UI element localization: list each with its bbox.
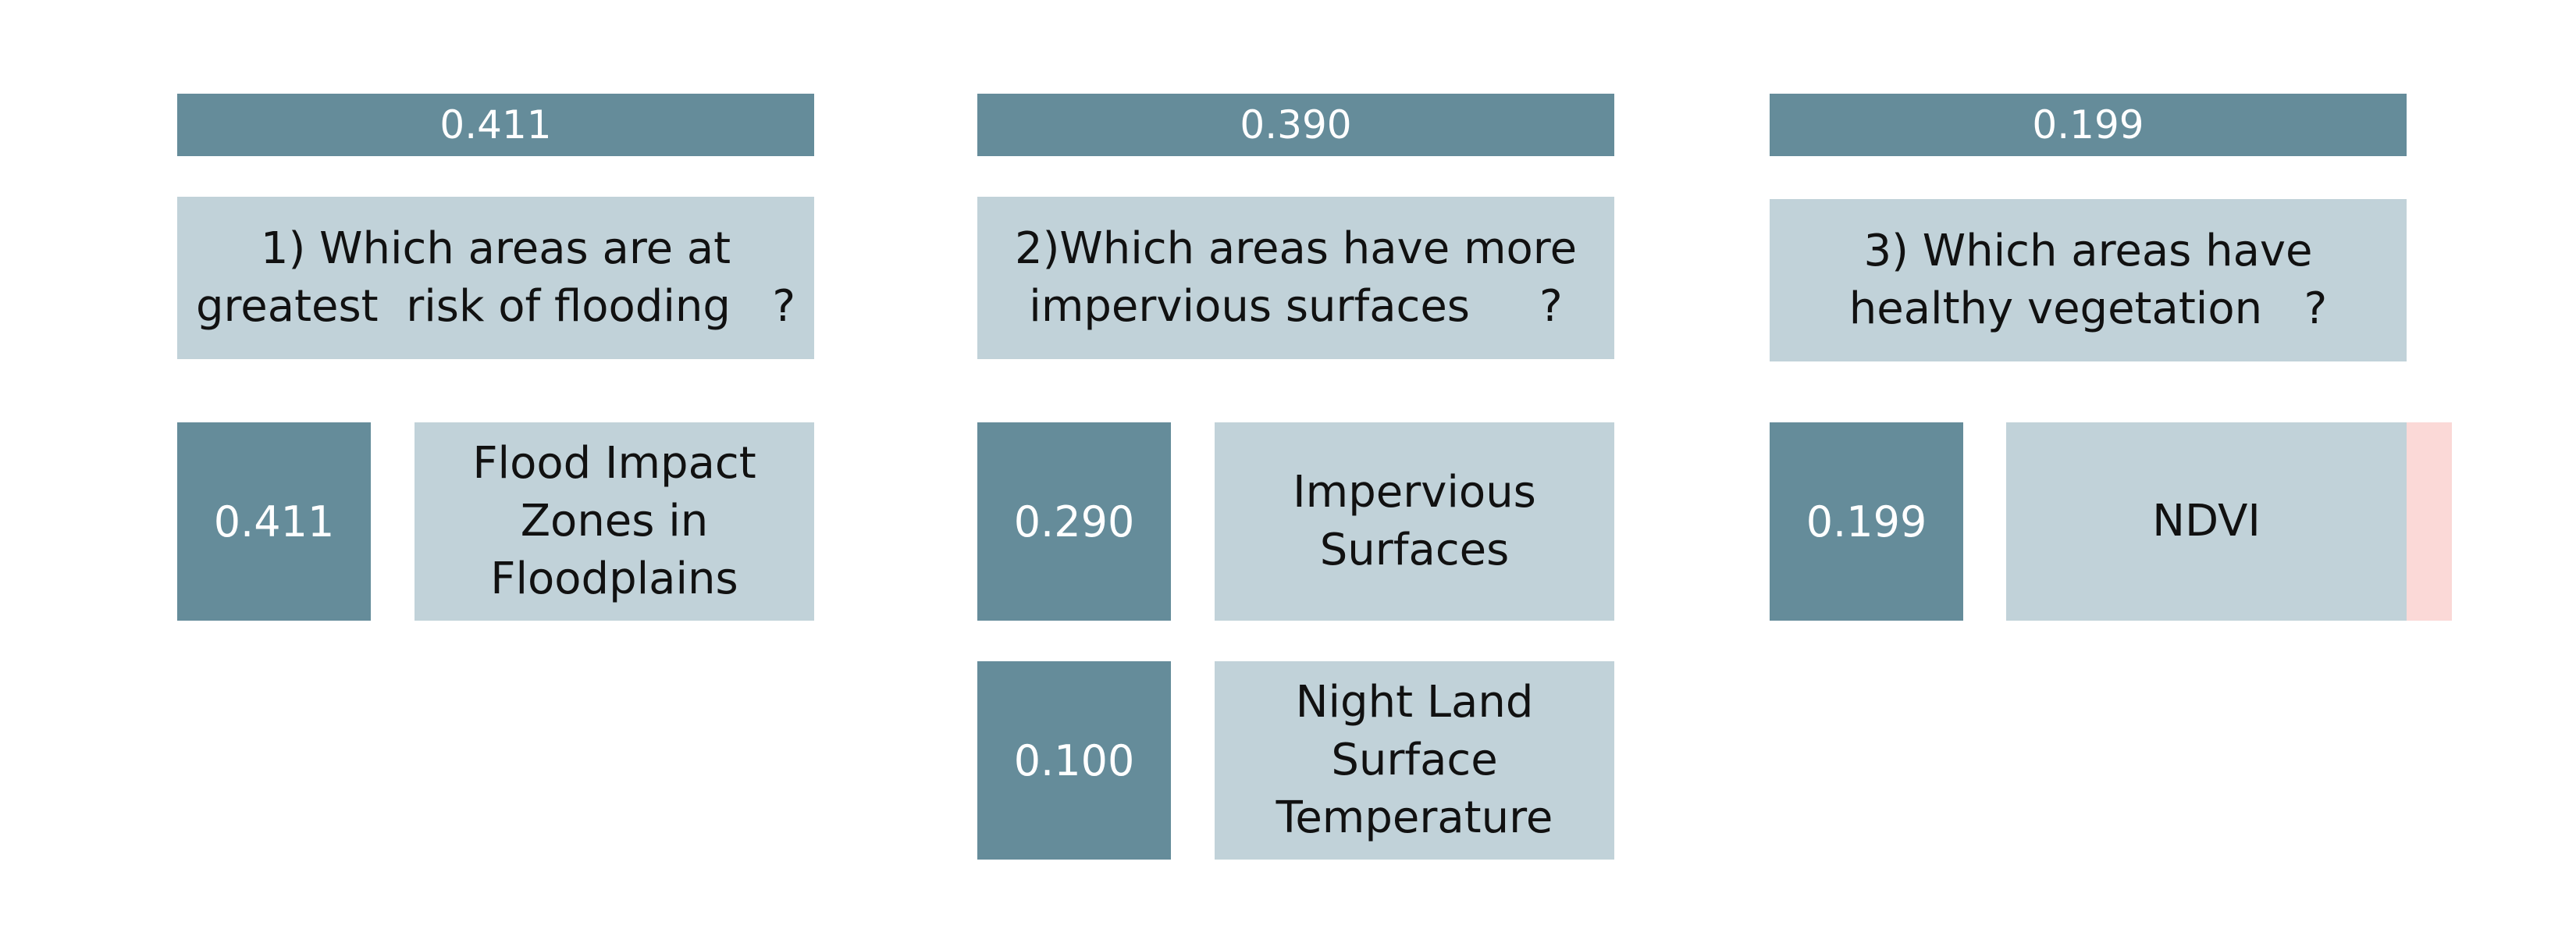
column-3-score: 0.199 [1770, 94, 2407, 156]
column-2-question: 2)Which areas have more impervious surfa… [977, 197, 1614, 359]
column-2-score: 0.390 [977, 94, 1614, 156]
column-3-indicator-1-name: NDVI [2006, 422, 2407, 621]
column-3-indicator-1-weight: 0.199 [1770, 422, 1963, 621]
column-2-indicator-1-weight: 0.290 [977, 422, 1171, 621]
accent-strip [2407, 422, 2452, 621]
column-3-question: 3) Which areas have healthy vegetation ? [1770, 199, 2407, 361]
column-1-indicator-1-name: Flood Impact Zones in Floodplains [415, 422, 814, 621]
column-1-indicator-1-weight: 0.411 [177, 422, 371, 621]
column-1-question: 1) Which areas are at greatest risk of f… [177, 197, 814, 359]
column-2-indicator-2-name: Night Land Surface Temperature [1215, 661, 1614, 860]
column-2-indicator-1-name: Impervious Surfaces [1215, 422, 1614, 621]
column-2-indicator-2-weight: 0.100 [977, 661, 1171, 860]
column-1-score: 0.411 [177, 94, 814, 156]
